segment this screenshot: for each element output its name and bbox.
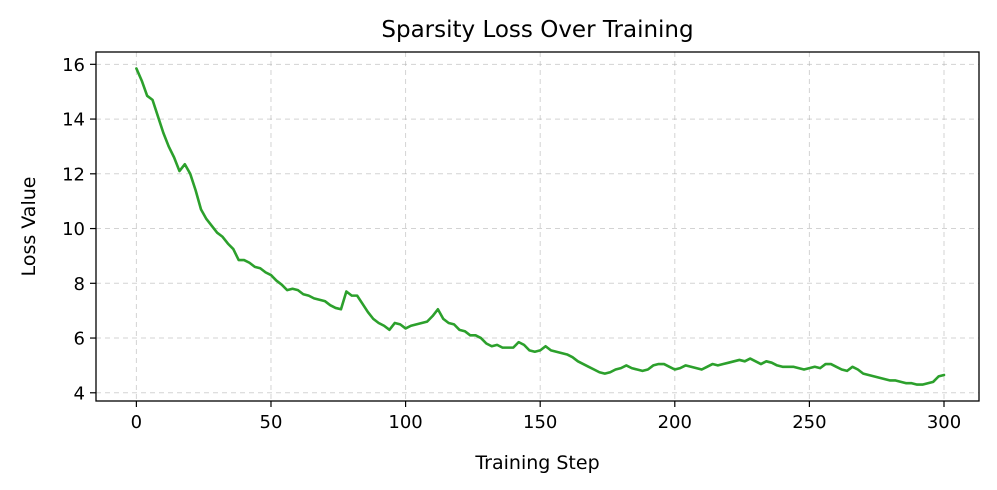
y-tick-label: 4 bbox=[74, 383, 85, 404]
x-tick-label: 150 bbox=[523, 412, 557, 433]
y-tick-label: 16 bbox=[62, 55, 85, 76]
x-axis-title: Training Step bbox=[474, 452, 599, 474]
y-tick-label: 10 bbox=[62, 219, 85, 240]
axis-ticks: 0 50 100 150 200 250 300 4 6 8 10 12 14 16 bbox=[62, 55, 961, 433]
y-tick-label: 6 bbox=[74, 329, 85, 350]
plot-frame bbox=[95, 51, 980, 402]
chart-title: Sparsity Loss Over Training bbox=[381, 17, 693, 43]
x-tick-label: 0 bbox=[131, 412, 142, 433]
x-tick-label: 250 bbox=[792, 412, 826, 433]
series-line bbox=[135, 67, 946, 386]
y-tick-label: 12 bbox=[62, 164, 85, 185]
y-tick-label: 14 bbox=[62, 110, 85, 131]
series-layer bbox=[135, 67, 946, 386]
x-tick-label: 50 bbox=[260, 412, 283, 433]
y-axis-title: Loss Value bbox=[18, 177, 40, 277]
x-tick-label: 300 bbox=[927, 412, 961, 433]
x-tick-label: 200 bbox=[658, 412, 692, 433]
grid bbox=[96, 52, 979, 401]
y-tick-label: 8 bbox=[74, 274, 85, 295]
x-tick-label: 100 bbox=[388, 412, 422, 433]
